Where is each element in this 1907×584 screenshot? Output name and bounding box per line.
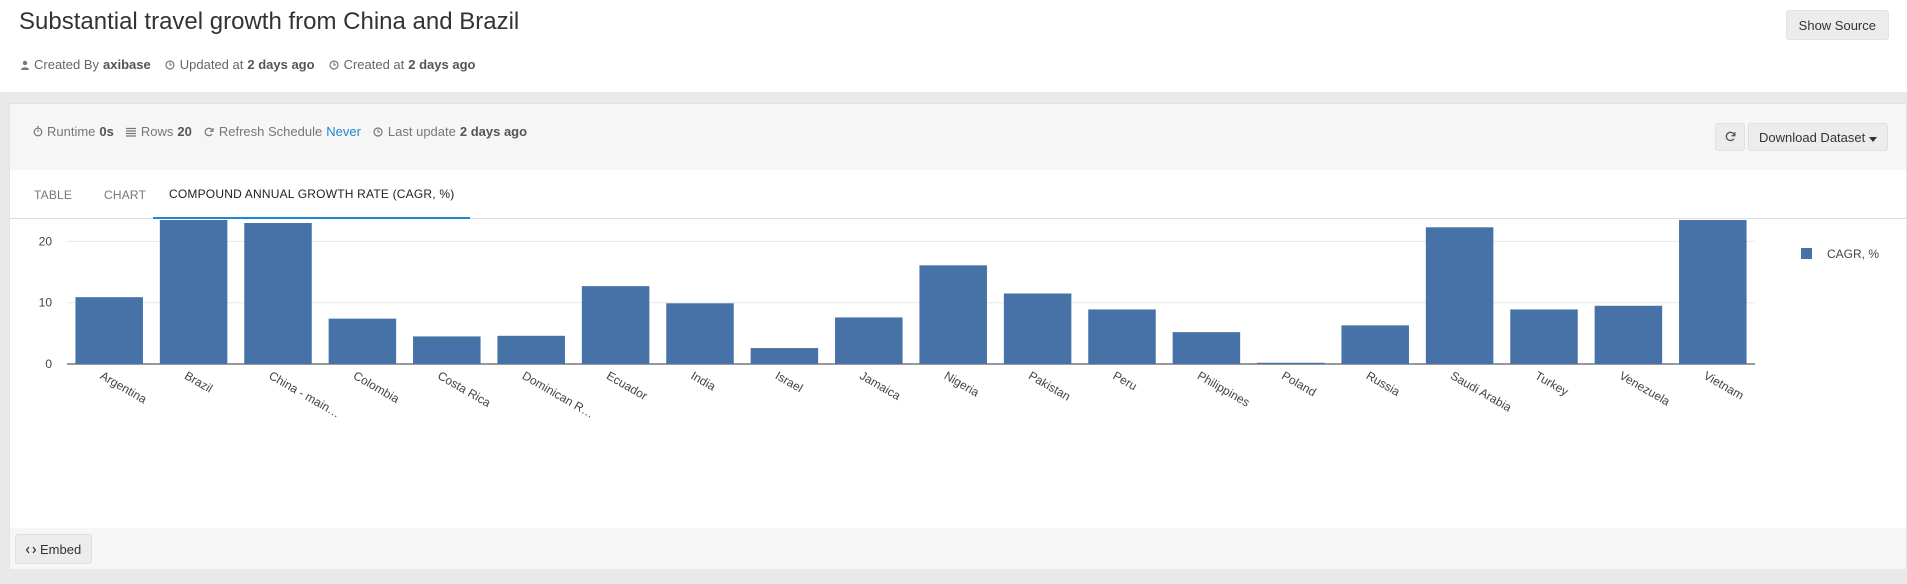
x-tick-label: Costa Rica [435, 368, 493, 410]
bar-israel[interactable] [750, 348, 819, 364]
bar-argentina[interactable] [75, 297, 143, 364]
refresh-button[interactable] [1715, 123, 1745, 151]
info-bar: Runtime 0s Rows 20 Refresh Schedule Neve… [10, 104, 1906, 170]
x-tick-label: Philippines [1195, 368, 1252, 409]
refresh-icon [204, 126, 215, 137]
report-card: Runtime 0s Rows 20 Refresh Schedule Neve… [9, 103, 1907, 569]
bar-costa-rica[interactable] [413, 336, 481, 364]
x-tick-label: Turkey [1533, 368, 1571, 398]
caret-down-icon [1869, 130, 1878, 145]
meta-bar: Created By axibase Updated at 2 days ago… [19, 57, 475, 72]
x-tick-label: Saudi Arabia [1448, 368, 1514, 414]
x-tick-label: Ecuador [604, 368, 650, 402]
code-icon [25, 542, 37, 557]
show-source-button[interactable]: Show Source [1785, 10, 1889, 40]
x-tick-label: Poland [1279, 368, 1318, 399]
meta-created-by: Created By axibase [19, 57, 151, 72]
x-tick-label: China - main… [267, 368, 343, 420]
tab-table[interactable]: TABLE [34, 187, 73, 202]
x-tick-label: Nigeria [942, 368, 982, 399]
x-tick-label: Venezuela [1617, 368, 1673, 408]
bar-russia[interactable] [1341, 325, 1409, 364]
bar-dominican-r-[interactable] [497, 335, 565, 364]
bar-colombia[interactable] [328, 318, 397, 364]
y-tick-label: 0 [45, 357, 52, 371]
bar-brazil[interactable] [159, 220, 228, 364]
legend-swatch[interactable] [1801, 248, 1812, 259]
bar-nigeria[interactable] [919, 265, 987, 364]
x-tick-label: Israel [773, 368, 805, 395]
page-title: Substantial travel growth from China and… [19, 8, 520, 35]
clock-icon [373, 126, 384, 137]
refresh-schedule-link[interactable]: Never [326, 124, 361, 139]
info-refresh: Refresh Schedule Never [204, 124, 361, 139]
tab-bar: TABLE CHART COMPOUND ANNUAL GROWTH RATE … [10, 170, 1906, 219]
bar-china-main-[interactable] [244, 223, 312, 364]
bar-ecuador[interactable] [581, 286, 650, 364]
x-tick-label: Brazil [182, 368, 215, 395]
x-tick-label: Colombia [351, 368, 402, 406]
info-items: Runtime 0s Rows 20 Refresh Schedule Neve… [32, 124, 527, 139]
embed-bar: Embed [10, 528, 1906, 569]
x-tick-label: Peru [1111, 368, 1140, 393]
x-tick-label: Dominican R… [520, 368, 597, 420]
user-icon [19, 59, 30, 70]
x-tick-label: Vietnam [1701, 368, 1746, 402]
bar-venezuela[interactable] [1594, 305, 1663, 364]
download-dataset-button[interactable]: Download Dataset [1748, 123, 1889, 151]
y-tick-label: 10 [39, 296, 53, 310]
bar-peru[interactable] [1088, 309, 1156, 364]
x-tick-label: Argentina [98, 368, 150, 406]
bar-saudi-arabia[interactable] [1425, 227, 1494, 364]
report-header: Substantial travel growth from China and… [0, 0, 1907, 92]
meta-updated: Updated at 2 days ago [165, 57, 315, 72]
bar-jamaica[interactable] [835, 317, 903, 364]
bar-turkey[interactable] [1510, 309, 1578, 364]
bar-vietnam[interactable] [1679, 220, 1747, 364]
list-icon [126, 126, 137, 137]
y-tick-label: 20 [39, 234, 53, 248]
bar-pakistan[interactable] [1003, 293, 1072, 364]
clock-icon [165, 59, 176, 70]
info-runtime: Runtime 0s [32, 124, 114, 139]
info-last-update: Last update 2 days ago [373, 124, 527, 139]
bar-india[interactable] [666, 303, 734, 364]
tab-chart[interactable]: CHART [104, 187, 147, 202]
x-tick-label: Jamaica [857, 368, 903, 403]
clock-icon [329, 59, 340, 70]
refresh-icon [1725, 130, 1736, 145]
legend-label[interactable]: CAGR, % [1827, 247, 1879, 261]
x-tick-label: India [689, 368, 719, 393]
tab-cagr[interactable]: COMPOUND ANNUAL GROWTH RATE (CAGR, %) [153, 170, 471, 219]
bar-philippines[interactable] [1172, 332, 1241, 364]
embed-button[interactable]: Embed [15, 534, 93, 564]
info-rows: Rows 20 [126, 124, 192, 139]
x-tick-label: Pakistan [1026, 368, 1073, 403]
stopwatch-icon [32, 126, 43, 137]
bar-poland[interactable] [1257, 362, 1325, 364]
x-tick-label: Russia [1364, 368, 1403, 399]
meta-created: Created at 2 days ago [329, 57, 475, 72]
